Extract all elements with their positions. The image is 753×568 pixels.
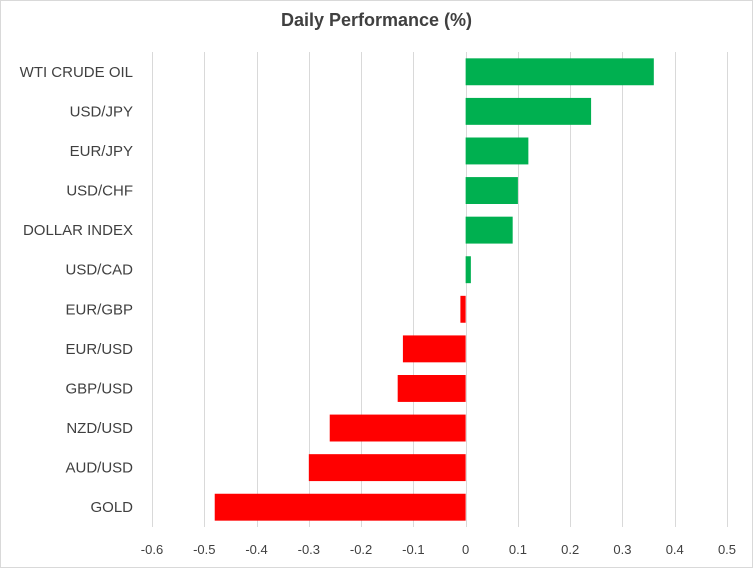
x-tick-labels: -0.6 -0.5 -0.4 -0.3 -0.2 -0.1 0 0.1 0.2 0.3 0.4 0.5 xyxy=(141,542,736,557)
category-labels: WTI CRUDE OIL USD/JPY EUR/JPY USD/CHF DOLLAR… xyxy=(20,64,134,516)
category-label: WTI CRUDE OIL xyxy=(20,64,133,81)
x-tick-label: -0.1 xyxy=(402,542,424,557)
bar-usd-cad xyxy=(465,256,471,284)
bar-usd-chf xyxy=(465,177,518,204)
category-label: USD/JPY xyxy=(70,103,133,120)
x-tick-label: 0 xyxy=(462,542,469,557)
category-label: USD/CAD xyxy=(65,262,133,279)
bars xyxy=(214,58,654,521)
bar-aud-usd xyxy=(308,454,466,482)
category-label: USD/CHF xyxy=(66,183,133,200)
x-tick-label: 0.1 xyxy=(509,542,527,557)
x-tick-label: -0.3 xyxy=(298,542,320,557)
x-tick-label: 0.5 xyxy=(718,542,736,557)
category-label: EUR/USD xyxy=(65,341,133,358)
bar-nzd-usd xyxy=(329,414,466,442)
x-tick-label: -0.6 xyxy=(141,542,163,557)
gridlines xyxy=(152,52,728,527)
bar-eur-usd xyxy=(402,335,466,363)
bar-gbp-usd xyxy=(397,375,466,402)
category-label: EUR/GBP xyxy=(65,301,133,318)
category-label: EUR/JPY xyxy=(70,143,133,160)
bar-wti-crude-oil xyxy=(465,58,654,86)
category-label: DOLLAR INDEX xyxy=(23,222,133,239)
x-tick-label: 0.4 xyxy=(666,542,684,557)
category-label: GOLD xyxy=(90,499,133,516)
category-label: NZD/USD xyxy=(66,420,133,437)
category-label: AUD/USD xyxy=(65,460,133,477)
bar-eur-jpy xyxy=(465,137,529,165)
bar-eur-gbp xyxy=(460,295,466,323)
bar-usd-jpy xyxy=(465,97,592,125)
bar-dollar-index xyxy=(465,216,513,244)
bar-gold xyxy=(214,493,466,521)
x-tick-label: -0.4 xyxy=(245,542,267,557)
category-label: GBP/USD xyxy=(65,380,133,397)
x-tick-label: 0.2 xyxy=(561,542,579,557)
x-tick-label: -0.5 xyxy=(193,542,215,557)
x-tick-label: 0.3 xyxy=(613,542,631,557)
x-tick-label: -0.2 xyxy=(350,542,372,557)
chart-title: Daily Performance (%) xyxy=(280,10,473,30)
